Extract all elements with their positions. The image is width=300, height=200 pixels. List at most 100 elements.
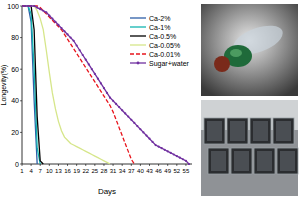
series-marker: [30, 5, 32, 7]
cage-mesh: [234, 151, 249, 171]
legend-label: Ca-0.05%: [149, 42, 180, 49]
series-marker: [73, 40, 75, 42]
series-marker: [60, 27, 62, 29]
y-tick-label: 80: [11, 34, 19, 41]
series-marker: [124, 112, 126, 114]
legend-swatch: [130, 62, 146, 63]
cage: [227, 118, 248, 144]
series-marker: [42, 10, 44, 12]
series-marker: [82, 54, 84, 56]
series-marker: [91, 68, 93, 70]
series-marker: [103, 87, 105, 89]
series-marker: [69, 37, 71, 39]
fly-head: [214, 56, 230, 72]
series-marker: [63, 30, 65, 32]
cage-mesh: [276, 121, 291, 141]
x-axis-label: Days: [98, 187, 116, 196]
series-line: [22, 6, 43, 164]
x-tick: [176, 164, 177, 166]
legend-marker: [137, 62, 140, 65]
x-tick: [85, 164, 86, 166]
photo-background: [201, 100, 298, 196]
series-marker: [48, 14, 50, 16]
x-tick: [31, 164, 32, 166]
cage: [250, 118, 271, 144]
series-marker: [179, 157, 181, 159]
legend-label: Ca-0.01%: [149, 51, 180, 58]
series-marker: [85, 59, 87, 61]
x-tick-label: 43: [146, 168, 153, 174]
y-tick-label: 20: [11, 129, 19, 136]
series-marker: [164, 149, 166, 151]
legend-label: Ca-2%: [149, 15, 170, 22]
series-marker: [22, 5, 23, 7]
series-marker: [36, 6, 38, 8]
legend-label: Ca-0.5%: [149, 33, 176, 40]
x-tick: [131, 164, 132, 166]
cage-mesh: [211, 151, 226, 171]
x-tick: [49, 164, 50, 166]
x-tick-label: 19: [73, 168, 80, 174]
x-tick-label: 55: [183, 168, 190, 174]
x-tick: [167, 164, 168, 166]
x-tick: [122, 164, 123, 166]
x-tick-label: 16: [64, 168, 71, 174]
legend-swatch: [130, 35, 146, 36]
cage: [204, 118, 225, 144]
legend-swatch: [130, 17, 146, 18]
x-tick-label: 37: [128, 168, 135, 174]
series-marker: [54, 21, 56, 23]
x-tick: [140, 164, 141, 166]
x-tick: [149, 164, 150, 166]
series-marker: [57, 24, 59, 26]
cage: [231, 148, 252, 174]
series-marker: [127, 116, 129, 118]
plot-area: [22, 5, 190, 165]
series-marker: [145, 134, 147, 136]
x-tick-label: 22: [82, 168, 89, 174]
x-tick-label: 49: [164, 168, 171, 174]
legend-label: Sugar+water: [149, 60, 190, 68]
x-axis: [22, 164, 192, 165]
cage: [208, 148, 229, 174]
series-marker: [76, 44, 78, 46]
x-tick: [158, 164, 159, 166]
x-tick: [22, 164, 23, 166]
fly-sheen: [230, 49, 242, 57]
series-marker: [79, 49, 81, 51]
series-marker: [27, 5, 29, 7]
legend-swatch: [130, 44, 146, 45]
series-marker: [139, 128, 141, 130]
y-tick: [20, 37, 22, 38]
x-tick-label: 28: [101, 168, 108, 174]
legend: Ca-2%Ca-1%Ca-0.5%Ca-0.05%Ca-0.01%Sugar+w…: [130, 15, 190, 68]
series-marker: [176, 155, 178, 157]
series-line: [22, 6, 134, 164]
series-marker: [118, 106, 120, 108]
series-marker: [106, 92, 108, 94]
x-tick-label: 10: [46, 168, 53, 174]
series-marker: [151, 141, 153, 143]
series-marker: [45, 11, 47, 13]
series-marker: [154, 144, 156, 146]
series-marker: [121, 109, 123, 111]
y-tick-label: 100: [7, 3, 19, 10]
x-tick: [76, 164, 77, 166]
x-tick-label: 52: [173, 168, 180, 174]
cage-mesh: [207, 121, 222, 141]
series-marker: [185, 160, 187, 162]
x-tick-label: 25: [92, 168, 99, 174]
fly-wing: [229, 20, 286, 60]
cage: [273, 118, 294, 144]
series-marker: [173, 153, 175, 155]
x-tick-label: 46: [155, 168, 162, 174]
y-tick-label: 60: [11, 66, 19, 73]
series-marker: [24, 5, 26, 7]
series-marker: [51, 18, 53, 20]
cage: [254, 148, 275, 174]
x-tick-label: 13: [55, 168, 62, 174]
x-tick-label: 4: [29, 168, 33, 174]
y-tick: [20, 6, 22, 7]
series-marker: [167, 150, 169, 152]
y-tick: [20, 69, 22, 70]
